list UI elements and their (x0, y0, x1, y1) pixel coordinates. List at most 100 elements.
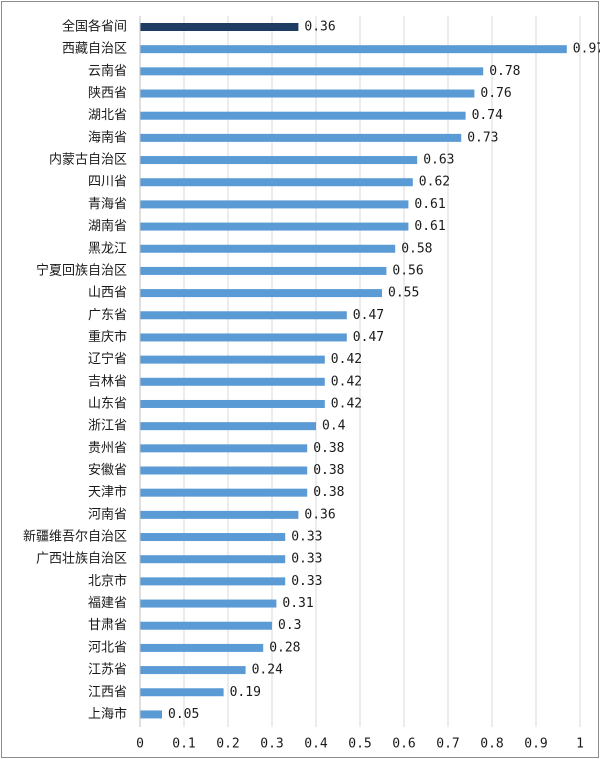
x-tick-label: 0 (136, 737, 144, 752)
bar (140, 710, 162, 719)
bar (140, 111, 466, 120)
category-label: 贵州省 (88, 441, 127, 456)
bar (140, 355, 325, 364)
data-label: 0.42 (331, 352, 362, 367)
category-label: 江苏省 (88, 662, 127, 678)
category-label: 山西省 (88, 286, 127, 301)
bar (140, 89, 475, 98)
gridlines (183, 16, 581, 727)
bar (140, 222, 409, 231)
labels: 全国各省间 0.36 西藏自治区 0.97 云南省 0.78 陕西省 0.76 湖北省 0.74 海… (23, 19, 600, 752)
category-label: 浙江省 (88, 419, 127, 434)
data-label: 0.73 (467, 130, 498, 145)
category-label: 陕西省 (88, 86, 127, 101)
category-label: 河南省 (88, 506, 127, 522)
category-label: 山东省 (88, 396, 127, 411)
x-tick-label: 0.3 (260, 737, 283, 752)
category-label: 云南省 (88, 63, 127, 79)
data-label: 0.38 (313, 485, 344, 500)
data-label: 0.38 (313, 441, 344, 456)
category-label: 甘肃省 (88, 618, 127, 633)
category-label: 北京市 (88, 573, 127, 589)
bar (140, 266, 387, 275)
data-label: 0.61 (414, 219, 445, 234)
bar (140, 67, 484, 76)
category-label: 广西壮族自治区 (36, 551, 127, 567)
category-label: 宁夏回族自治区 (36, 262, 127, 278)
data-label: 0.97 (573, 42, 600, 57)
data-label: 0.33 (291, 574, 322, 589)
bar (140, 244, 396, 253)
category-label: 海南省 (88, 129, 127, 145)
data-label: 0.63 (423, 153, 454, 168)
bar (140, 688, 224, 697)
data-label: 0.28 (269, 640, 300, 655)
data-label: 0.3 (278, 618, 301, 633)
bar (140, 466, 308, 475)
bar (140, 643, 264, 652)
category-label: 河北省 (88, 640, 127, 655)
data-label: 0.55 (388, 286, 419, 301)
category-label: 上海市 (88, 706, 127, 722)
data-label: 0.05 (168, 707, 199, 722)
bar (140, 178, 413, 187)
data-label: 0.4 (322, 419, 346, 434)
category-label: 安徽省 (88, 463, 127, 478)
bar (140, 488, 308, 497)
bar (140, 133, 462, 142)
data-label: 0.38 (313, 463, 344, 478)
category-label: 四川省 (88, 175, 127, 190)
category-label: 内蒙古自治区 (49, 152, 127, 168)
data-label: 0.47 (353, 308, 384, 323)
data-label: 0.24 (252, 663, 283, 678)
data-label: 0.19 (230, 685, 261, 700)
x-tick-label: 0.2 (216, 737, 239, 752)
category-label: 湖南省 (88, 218, 127, 234)
bar (140, 444, 308, 453)
x-tick-label: 1 (576, 737, 584, 752)
category-label: 江西省 (88, 685, 127, 700)
data-label: 0.36 (304, 20, 335, 35)
bar (140, 666, 246, 675)
bar (140, 555, 286, 564)
data-label: 0.56 (392, 263, 423, 278)
bar (140, 599, 277, 608)
bar (140, 399, 325, 408)
bar (140, 533, 286, 542)
category-label: 重庆市 (88, 329, 127, 345)
bar (140, 289, 382, 298)
category-label: 新疆维吾尔自治区 (23, 529, 127, 545)
category-label: 辽宁省 (88, 351, 127, 367)
data-label: 0.42 (331, 396, 362, 411)
x-tick-label: 0.6 (392, 737, 415, 752)
x-tick-label: 0.8 (480, 737, 503, 752)
data-label: 0.78 (489, 64, 520, 79)
bar (140, 577, 286, 586)
bar (140, 333, 347, 342)
bar (140, 23, 299, 31)
bar (140, 311, 347, 320)
category-label: 福建省 (88, 596, 127, 611)
category-label: 全国各省间 (62, 19, 127, 35)
data-label: 0.31 (282, 596, 313, 611)
bars (140, 23, 567, 719)
bar (140, 156, 418, 165)
data-label: 0.47 (353, 330, 384, 345)
data-label: 0.33 (291, 552, 322, 567)
bar (140, 510, 299, 519)
category-label: 广东省 (88, 308, 127, 323)
data-label: 0.62 (419, 175, 450, 190)
data-label: 0.74 (472, 108, 503, 123)
bar (140, 200, 409, 209)
category-label: 黑龙江 (88, 241, 127, 256)
data-label: 0.36 (304, 507, 335, 522)
x-tick-label: 0.7 (436, 737, 459, 752)
category-label: 吉林省 (88, 374, 127, 389)
bar (140, 422, 316, 431)
data-label: 0.42 (331, 374, 362, 389)
x-tick-label: 0.1 (172, 737, 195, 752)
data-label: 0.33 (291, 530, 322, 545)
data-label: 0.76 (480, 86, 511, 101)
x-tick-label: 0.5 (348, 737, 371, 752)
